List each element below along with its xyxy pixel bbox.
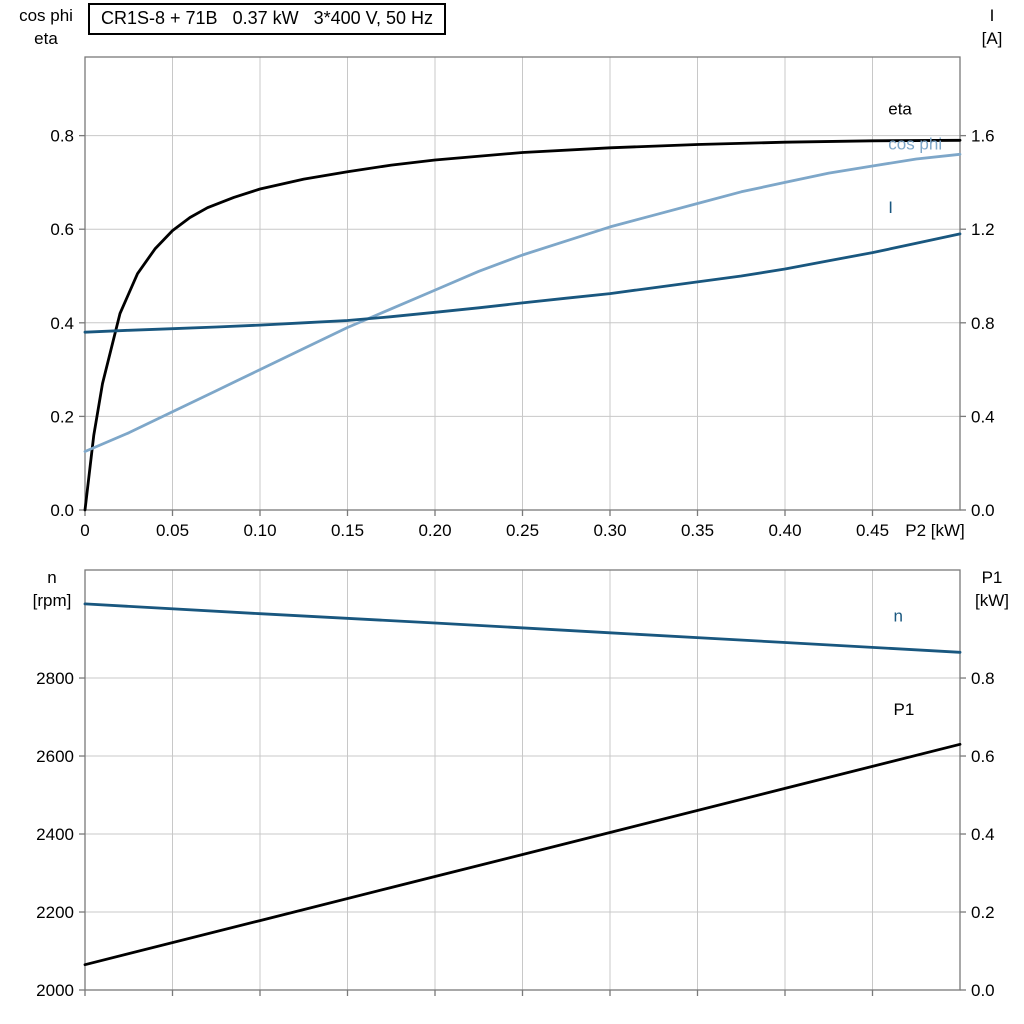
axis-title-speed-unit: [rpm]: [32, 591, 72, 610]
right-tick-label: 0.6: [971, 747, 995, 766]
x-tick-label: 0.15: [331, 521, 364, 540]
left-tick-label: 0.8: [50, 127, 74, 146]
x-tick-label: 0.45: [856, 521, 889, 540]
series-label-cos-phi: cos phi: [888, 135, 942, 154]
x-tick-label: 0.25: [506, 521, 539, 540]
right-tick-label: 0.4: [971, 407, 995, 426]
series-curve-eta: [83, 138, 962, 512]
right-tick-label: 0.4: [971, 825, 995, 844]
left-tick-label: 2000: [36, 981, 74, 1000]
right-tick-label: 1.2: [971, 220, 995, 239]
bottom-chart-canvas: 2000 2200 2400 2600 2800 0.0 0.2 0.4 0.6 0.8 n P1: [36, 569, 995, 1000]
left-tick-label: 2800: [36, 669, 74, 688]
series-label-eta: eta: [888, 100, 912, 119]
series-curve-cos-phi: [83, 152, 962, 453]
x-tick-label: 0.20: [418, 521, 451, 540]
left-tick-label: 2400: [36, 825, 74, 844]
series-label-n: n: [894, 606, 903, 625]
right-tick-label: 0.8: [971, 314, 995, 333]
series-label-I: I: [888, 198, 893, 217]
left-tick-label: 2600: [36, 747, 74, 766]
bottom-right-axis-title: P1 [kW]: [962, 566, 1022, 612]
axis-title-eta: eta: [34, 29, 58, 48]
x-tick-label: 0: [80, 521, 89, 540]
x-tick-label: 0.35: [681, 521, 714, 540]
axis-title-cos-phi: cos phi: [19, 6, 73, 25]
series-curve-n: [83, 602, 962, 654]
x-tick-label: 0.30: [593, 521, 626, 540]
top-right-axis-title: I [A]: [962, 4, 1022, 50]
x-axis-unit-label: P2 [kW]: [905, 521, 965, 540]
axis-title-p1: P1: [981, 568, 1003, 587]
left-tick-label: 0.0: [50, 501, 74, 520]
series-curve-I: [83, 232, 962, 334]
bottom-left-axis-title: n [rpm]: [14, 566, 90, 612]
right-tick-label: 0.8: [971, 669, 995, 688]
axis-title-current: I: [989, 6, 995, 25]
top-chart-canvas: 0.0 0.2 0.4 0.6 0.8 0.0 0.4 0.8 1.2 1.6 0 0.05 0.10 0…: [50, 56, 995, 540]
right-tick-label: 1.6: [971, 127, 995, 146]
left-tick-label: 0.2: [50, 407, 74, 426]
left-tick-label: 0.6: [50, 220, 74, 239]
left-tick-label: 0.4: [50, 314, 74, 333]
right-tick-label: 0.0: [971, 501, 995, 520]
top-left-axis-title: cos phi eta: [6, 4, 86, 50]
axis-title-p1-unit: [kW]: [975, 591, 1009, 610]
left-tick-label: 2200: [36, 903, 74, 922]
series-curve-P1: [83, 742, 962, 967]
x-tick-label: 0.05: [156, 521, 189, 540]
right-tick-label: 0.0: [971, 981, 995, 1000]
chart-title-box: CR1S-8 + 71B 0.37 kW 3*400 V, 50 Hz: [88, 3, 447, 35]
x-tick-label: 0.40: [768, 521, 801, 540]
axis-title-current-unit: [A]: [981, 29, 1003, 48]
series-label-P1: P1: [894, 700, 915, 719]
axis-title-speed: n: [47, 568, 57, 587]
x-tick-label: 0.10: [243, 521, 276, 540]
right-tick-label: 0.2: [971, 903, 995, 922]
